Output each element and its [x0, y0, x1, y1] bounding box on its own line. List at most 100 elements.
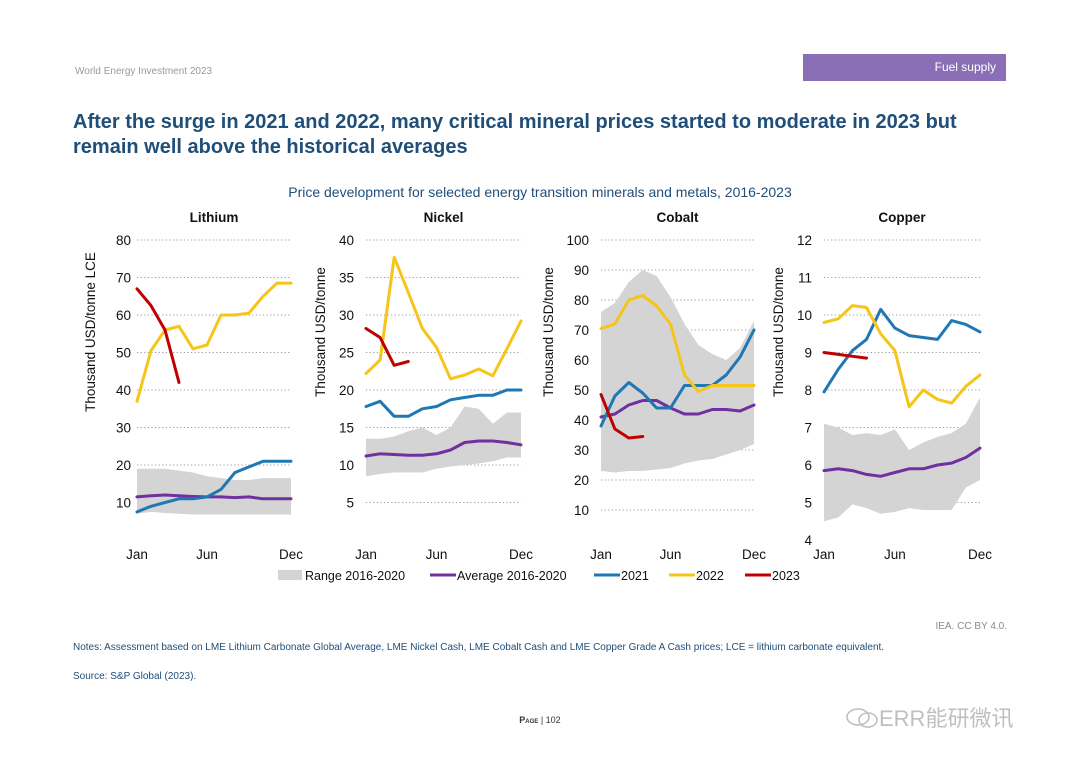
x-tick-label: Jun	[196, 547, 218, 562]
series-line-y2021	[135, 459, 293, 514]
range-band	[601, 270, 754, 473]
x-tick-label: Jan	[813, 547, 835, 562]
page-number: 102	[545, 715, 561, 725]
x-tick-label: Jan	[355, 547, 377, 562]
legend-item: 2022	[669, 569, 724, 583]
legend-label: 2023	[772, 569, 800, 583]
series-line-y2021	[599, 328, 756, 428]
y-tick-label: 30	[339, 308, 354, 323]
y-tick-label: 20	[116, 458, 131, 473]
series-line-y2023	[364, 327, 410, 367]
panel-copper: Copper Thousand USD/tonne 4 5 6 7 8 9 10 11 12 Jan J…	[771, 210, 992, 562]
chart: Price development for selected energy tr…	[83, 184, 992, 583]
y-tick-label: 100	[566, 233, 589, 248]
series-line-y2023	[822, 351, 868, 360]
series-line-y2022	[364, 255, 523, 381]
y-tick-label: 90	[574, 263, 589, 278]
y-tick-label: 70	[574, 323, 589, 338]
series-line-average	[822, 446, 982, 478]
series-line-y2021	[364, 388, 523, 418]
legend-label: Average 2016-2020	[457, 569, 567, 583]
panel-lithium: Lithium Thousand USD/tonne LCE 10 20 30 40 50 6…	[83, 210, 303, 562]
y-tick-label: 50	[116, 346, 131, 361]
y-tick-label: 80	[116, 233, 131, 248]
series-line-y2022	[135, 281, 293, 403]
y-tick-label: 5	[346, 496, 354, 511]
section-tag: Fuel supply	[803, 54, 1006, 81]
watermark-text: ERR能研微讯	[879, 706, 1014, 731]
y-tick-label: 10	[797, 308, 812, 323]
y-tick-label: 8	[804, 383, 812, 398]
y-tick-label: 20	[339, 383, 354, 398]
y-tick-label: 10	[339, 458, 354, 473]
y-tick-label: 9	[804, 346, 812, 361]
x-tick-label: Dec	[968, 547, 992, 562]
y-tick-label: 4	[804, 533, 812, 548]
x-tick-label: Dec	[742, 547, 766, 562]
x-tick-label: Jan	[126, 547, 148, 562]
credit: IEA. CC BY 4.0.	[935, 621, 1007, 632]
watermark: ERR能研微讯	[845, 701, 1013, 733]
legend-item: Average 2016-2020	[430, 569, 567, 583]
legend-label: 2021	[621, 569, 649, 583]
panel-title: Copper	[878, 210, 926, 225]
notes: Notes: Assessment based on LME Lithium C…	[73, 642, 885, 653]
y-tick-label: 10	[574, 503, 589, 518]
series-line-average	[364, 439, 523, 458]
panel-nickel: Nickel Thousand USD/tonne 5 10 15 20 25 30 35 40 J…	[313, 210, 533, 562]
y-tick-label: 7	[804, 421, 812, 436]
y-tick-label: 35	[339, 271, 354, 286]
legend-swatch	[278, 570, 302, 580]
y-tick-label: 40	[339, 233, 354, 248]
x-tick-label: Jan	[590, 547, 612, 562]
series-line-y2021	[822, 307, 982, 394]
panel-title: Nickel	[424, 210, 464, 225]
legend-item: 2023	[745, 569, 800, 583]
legend-label: 2022	[696, 569, 724, 583]
chat-bubble-icon	[845, 707, 879, 729]
y-tick-label: 40	[574, 413, 589, 428]
x-tick-label: Jun	[884, 547, 906, 562]
y-axis-label: Thousand USD/tonne	[771, 267, 786, 397]
panel-cobalt: Cobalt Thousand USD/tonne 10 20 30 40 50 60 70 80…	[541, 210, 766, 562]
y-tick-label: 12	[797, 233, 812, 248]
y-tick-label: 50	[574, 383, 589, 398]
y-tick-label: 70	[116, 271, 131, 286]
range-band	[366, 406, 521, 477]
y-tick-label: 10	[116, 496, 131, 511]
series-line-y2023	[135, 287, 181, 384]
y-tick-label: 60	[574, 353, 589, 368]
y-tick-label: 6	[804, 458, 812, 473]
y-tick-label: 11	[798, 271, 812, 286]
y-tick-label: 30	[574, 443, 589, 458]
x-tick-label: Dec	[509, 547, 533, 562]
range-band	[824, 397, 980, 522]
page-label: Page	[519, 715, 539, 725]
legend-label: Range 2016-2020	[305, 569, 405, 583]
y-tick-label: 5	[804, 496, 812, 511]
legend: Range 2016-2020 Average 2016-2020 2021 2022…	[278, 569, 800, 583]
y-tick-label: 60	[116, 308, 131, 323]
chart-title: Price development for selected energy tr…	[288, 184, 792, 200]
series-line-y2022	[599, 294, 756, 393]
y-axis-label: Thousand USD/tonne	[541, 267, 556, 397]
y-tick-label: 80	[574, 293, 589, 308]
y-tick-label: 40	[116, 383, 131, 398]
source: Source: S&P Global (2023).	[73, 671, 197, 682]
y-axis-label: Thousand USD/tonne	[313, 267, 328, 397]
page-footer: Page | 102	[519, 715, 561, 725]
x-tick-label: Jun	[660, 547, 682, 562]
y-tick-label: 15	[339, 421, 354, 436]
legend-item: 2021	[594, 569, 649, 583]
x-tick-label: Jun	[426, 547, 448, 562]
series-line-average	[135, 493, 293, 501]
x-tick-label: Dec	[279, 547, 303, 562]
headline: After the surge in 2021 and 2022, many c…	[73, 111, 957, 158]
y-tick-label: 25	[339, 346, 354, 361]
legend-item: Range 2016-2020	[278, 569, 405, 583]
y-tick-label: 30	[116, 421, 131, 436]
panel-title: Lithium	[190, 210, 239, 225]
y-axis-label: Thousand USD/tonne LCE	[83, 252, 98, 412]
report-title: World Energy Investment 2023	[75, 66, 213, 77]
series-line-average	[599, 399, 756, 419]
